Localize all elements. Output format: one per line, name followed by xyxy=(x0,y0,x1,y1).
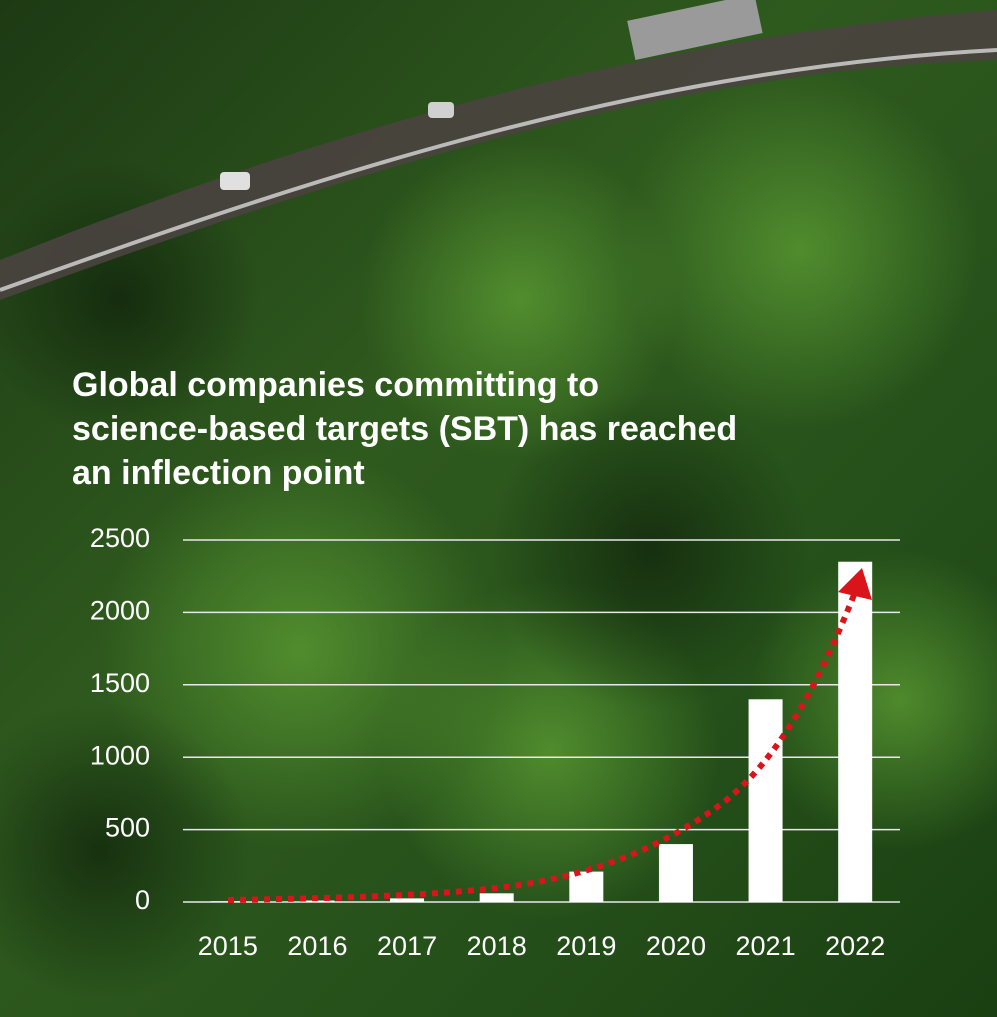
y-tick-label: 0 xyxy=(135,885,150,915)
bar xyxy=(479,893,514,902)
x-tick-label: 2016 xyxy=(287,931,347,961)
bar xyxy=(569,871,604,902)
bar xyxy=(390,898,425,902)
x-tick-label: 2018 xyxy=(467,931,527,961)
y-tick-label: 1000 xyxy=(90,740,150,770)
chart-title: Global companies committing to xyxy=(72,366,599,404)
x-tick-label: 2020 xyxy=(646,931,706,961)
bar xyxy=(748,699,783,902)
x-tick-label: 2017 xyxy=(377,931,437,961)
bar xyxy=(658,844,693,902)
x-tick-label: 2021 xyxy=(736,931,796,961)
chart-title: an inflection point xyxy=(72,454,365,492)
bar xyxy=(300,900,335,902)
x-tick-label: 2022 xyxy=(825,931,885,961)
y-tick-label: 2500 xyxy=(90,523,150,553)
trend-arrow xyxy=(227,568,872,903)
y-tick-label: 1500 xyxy=(90,668,150,698)
bar xyxy=(838,561,873,902)
bar xyxy=(210,901,245,902)
x-tick-label: 2015 xyxy=(198,931,258,961)
y-tick-label: 500 xyxy=(105,813,150,843)
y-tick-label: 2000 xyxy=(90,596,150,626)
chart-title: science-based targets (SBT) has reached xyxy=(72,410,737,448)
x-tick-label: 2019 xyxy=(556,931,616,961)
